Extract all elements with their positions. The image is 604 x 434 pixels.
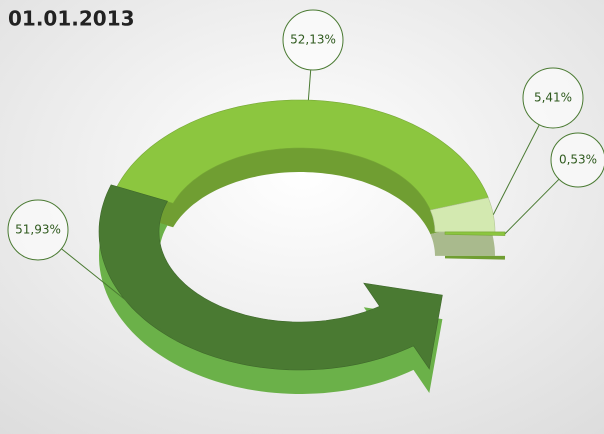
data-label: 52,13% (290, 33, 336, 47)
leader-line (61, 248, 178, 342)
leader-line (307, 69, 312, 101)
label-circle (550, 132, 604, 188)
segment-top (429, 197, 496, 233)
chart-title: 01.01.2013 (8, 7, 135, 31)
leader-line (504, 178, 560, 235)
data-label: 0,53% (559, 153, 597, 167)
ring (98, 99, 506, 394)
data-label: 51,93% (15, 223, 61, 237)
leader-line (492, 124, 540, 215)
labels: 51,93% 52,13% 5,41% 0,53% (7, 9, 604, 342)
data-label: 5,41% (534, 91, 572, 105)
segment (429, 197, 496, 256)
label-circle (282, 9, 344, 71)
label-circle (7, 199, 69, 261)
label-circle (522, 67, 584, 129)
segment-side (445, 255, 505, 260)
